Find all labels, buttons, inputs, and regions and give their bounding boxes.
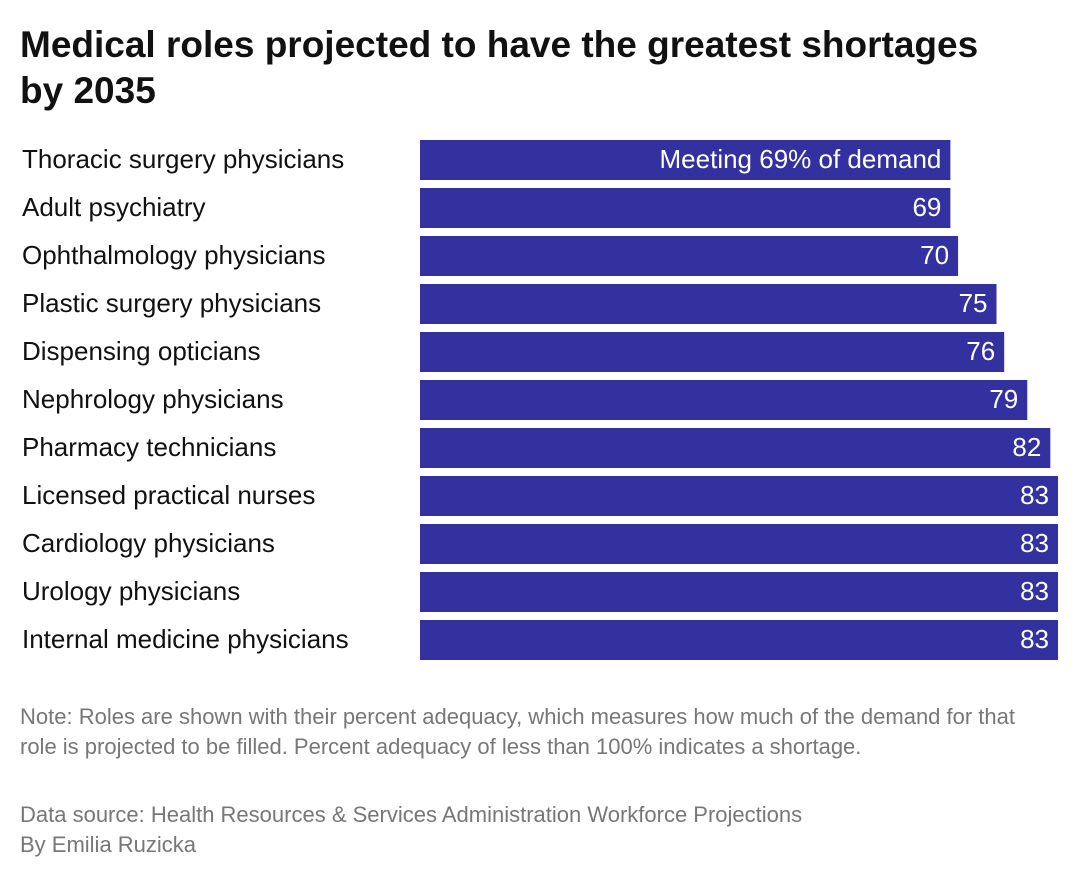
bar bbox=[420, 284, 997, 324]
value-label: 79 bbox=[989, 384, 1018, 414]
chart-title: Medical roles projected to have the grea… bbox=[20, 24, 979, 111]
value-label: 82 bbox=[1012, 432, 1041, 462]
value-label: 75 bbox=[959, 288, 988, 318]
category-label: Adult psychiatry bbox=[22, 192, 206, 222]
category-label: Internal medicine physicians bbox=[22, 624, 349, 654]
source: Data source: Health Resources & Services… bbox=[20, 802, 803, 827]
value-label: 70 bbox=[920, 240, 949, 270]
category-label: Licensed practical nurses bbox=[22, 480, 315, 510]
category-label: Plastic surgery physicians bbox=[22, 288, 321, 318]
bar bbox=[420, 332, 1005, 372]
bar bbox=[420, 188, 951, 228]
bar bbox=[420, 428, 1051, 468]
value-label: 83 bbox=[1020, 480, 1049, 510]
bar bbox=[420, 524, 1058, 564]
chart: Thoracic surgery physicians Meeting 69% o… bbox=[22, 140, 1058, 660]
bar bbox=[420, 572, 1058, 612]
category-label: Cardiology physicians bbox=[22, 528, 275, 558]
bar bbox=[420, 380, 1028, 420]
category-label: Dispensing opticians bbox=[22, 336, 260, 366]
value-label: 83 bbox=[1020, 624, 1049, 654]
note: Note: Roles are shown with their percent… bbox=[20, 704, 1016, 759]
bar bbox=[420, 476, 1058, 516]
category-label: Thoracic surgery physicians bbox=[22, 144, 344, 174]
value-label: 83 bbox=[1020, 576, 1049, 606]
bar bbox=[420, 236, 959, 276]
category-label: Pharmacy technicians bbox=[22, 432, 276, 462]
category-label: Ophthalmology physicians bbox=[22, 240, 326, 270]
value-label: Meeting 69% of demand bbox=[660, 144, 942, 174]
byline: By Emilia Ruzicka bbox=[20, 832, 197, 857]
category-label: Nephrology physicians bbox=[22, 384, 284, 414]
value-label: 76 bbox=[966, 336, 995, 366]
bar bbox=[420, 620, 1058, 660]
category-label: Urology physicians bbox=[22, 576, 240, 606]
value-label: 83 bbox=[1020, 528, 1049, 558]
bar bbox=[420, 140, 951, 180]
value-label: 69 bbox=[912, 192, 941, 222]
